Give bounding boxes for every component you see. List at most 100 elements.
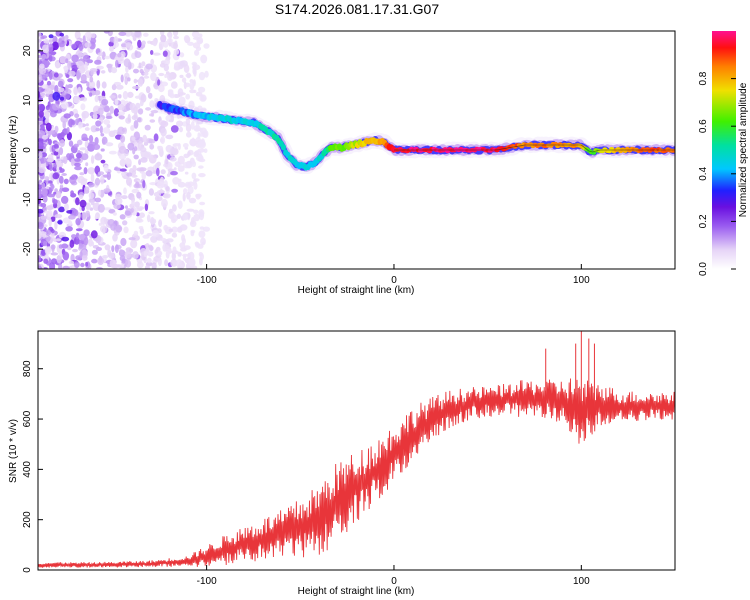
spectrogram-cell — [197, 132, 201, 139]
spectrogram-cell — [72, 248, 78, 253]
spectrogram-cell — [136, 117, 142, 123]
spectrogram-cell — [139, 227, 145, 235]
spectrogram-cell — [101, 136, 108, 145]
spectrogram-cell — [132, 85, 140, 90]
spectrogram-cell — [43, 39, 49, 44]
spectrogram-cell — [111, 67, 118, 74]
spectrogram-cell — [162, 40, 169, 48]
spectrogram-cell — [177, 251, 182, 257]
spectrogram-cell — [55, 238, 61, 242]
spectrogram-cell — [195, 194, 201, 200]
spectrogram-cell — [92, 143, 101, 150]
spectrogram-cell — [136, 216, 142, 223]
spectrogram-cell — [157, 79, 161, 86]
spectrogram-cell — [38, 54, 43, 59]
spectrogram-cell — [150, 50, 154, 55]
spectrogram-cell — [52, 172, 60, 180]
spectrogram-cell — [118, 94, 122, 99]
spectrogram-cell — [38, 222, 44, 230]
spectrogram-cell — [186, 131, 192, 138]
spectrogram-cell — [105, 142, 114, 147]
spectrogram-cell — [87, 167, 96, 175]
colorbar-tick-label: 0.2 — [698, 214, 709, 228]
spectrogram-cell — [65, 58, 69, 64]
spectrogram-cell — [38, 266, 43, 269]
spectrogram-cell — [110, 223, 117, 231]
spectrogram-cell — [55, 61, 60, 69]
spectrogram-cell — [76, 139, 83, 146]
spectrogram-cell — [50, 51, 56, 56]
spectrogram-cell — [38, 117, 44, 121]
spectrogram-cell — [38, 184, 43, 190]
spectrogram-cell — [138, 62, 142, 69]
spectrogram-cell — [198, 165, 204, 169]
spectrogram-cell — [63, 178, 69, 185]
spectrogram-cell — [55, 190, 62, 199]
spectrogram-cell — [82, 35, 86, 45]
spectrogram-cell — [113, 81, 122, 86]
spectrogram-cell — [171, 188, 179, 193]
spectrogram-cell — [115, 224, 123, 233]
spectrogram-cell — [88, 80, 96, 89]
spectrogram-cell — [149, 100, 155, 108]
spectrogram-cell — [38, 255, 42, 263]
spectrogram-cell — [56, 254, 62, 264]
spectrogram-cell — [63, 65, 69, 74]
spectrogram-cell — [131, 188, 140, 194]
spectrogram-cell — [52, 103, 60, 111]
spectrogram-cell — [75, 197, 80, 206]
spectrogram-cell — [114, 244, 119, 254]
colorbar-tick-label: 0.4 — [698, 166, 709, 180]
spectrogram-cell — [182, 161, 191, 169]
spectrogram-cell — [153, 133, 159, 142]
spectrogram-cell — [76, 60, 85, 70]
spectrogram-cell — [102, 226, 106, 235]
spectrogram-cell — [127, 142, 135, 151]
spectrogram-cell — [185, 118, 191, 126]
spectrogram-cell — [197, 148, 206, 153]
spectrogram-cell — [103, 119, 111, 125]
spectrogram-cell — [198, 209, 205, 217]
spectrogram-cell — [103, 207, 112, 211]
spectrogram-cell — [111, 84, 117, 91]
spectrogram-cell — [124, 210, 131, 216]
spectrogram-cell — [61, 236, 70, 242]
spectrogram-cell — [43, 258, 49, 264]
spectrogram-cell — [100, 159, 106, 164]
spectrogram-cell — [43, 240, 47, 247]
spectrogram-cell — [135, 181, 140, 188]
spectrogram-cell — [103, 164, 109, 172]
x-tick-label: 0 — [391, 576, 397, 587]
spectrogram-cell — [199, 226, 205, 230]
spectrogram-cell — [80, 103, 86, 111]
spectrogram-cell — [154, 249, 159, 254]
spectrogram-cell — [134, 95, 141, 99]
spectrogram-cell — [104, 105, 110, 113]
spectrogram-cell — [99, 125, 103, 134]
spectrogram-cell — [141, 171, 146, 180]
spectrogram-cell — [86, 81, 90, 87]
spectrogram-cell — [198, 71, 206, 81]
spectrogram-cell — [152, 38, 158, 47]
spectrogram-cell — [107, 249, 112, 257]
spectrogram-cell — [58, 42, 65, 48]
spectrogram-cell — [160, 34, 167, 43]
spectrogram-cell — [173, 42, 178, 49]
spectrogram-cell — [170, 125, 179, 133]
spectrogram-cell — [59, 96, 65, 101]
spectrogram-cell — [89, 76, 94, 83]
spectrogram-cell — [154, 195, 160, 202]
spectrogram-cell — [98, 189, 102, 197]
spectrogram-cell — [44, 246, 52, 255]
spectrogram-cell — [134, 201, 140, 208]
spectrogram-cell — [183, 188, 188, 195]
spectrogram-cell — [75, 152, 82, 159]
spectrogram-cell — [38, 32, 42, 38]
spectrogram-cell — [88, 135, 94, 143]
spectrogram-cell — [66, 126, 70, 134]
spectrogram-cell — [183, 245, 191, 251]
spectrogram-cell — [198, 140, 207, 149]
spectrogram-cell — [191, 172, 197, 179]
spectrogram-cell — [38, 133, 43, 139]
spectrogram-cell — [61, 173, 67, 176]
